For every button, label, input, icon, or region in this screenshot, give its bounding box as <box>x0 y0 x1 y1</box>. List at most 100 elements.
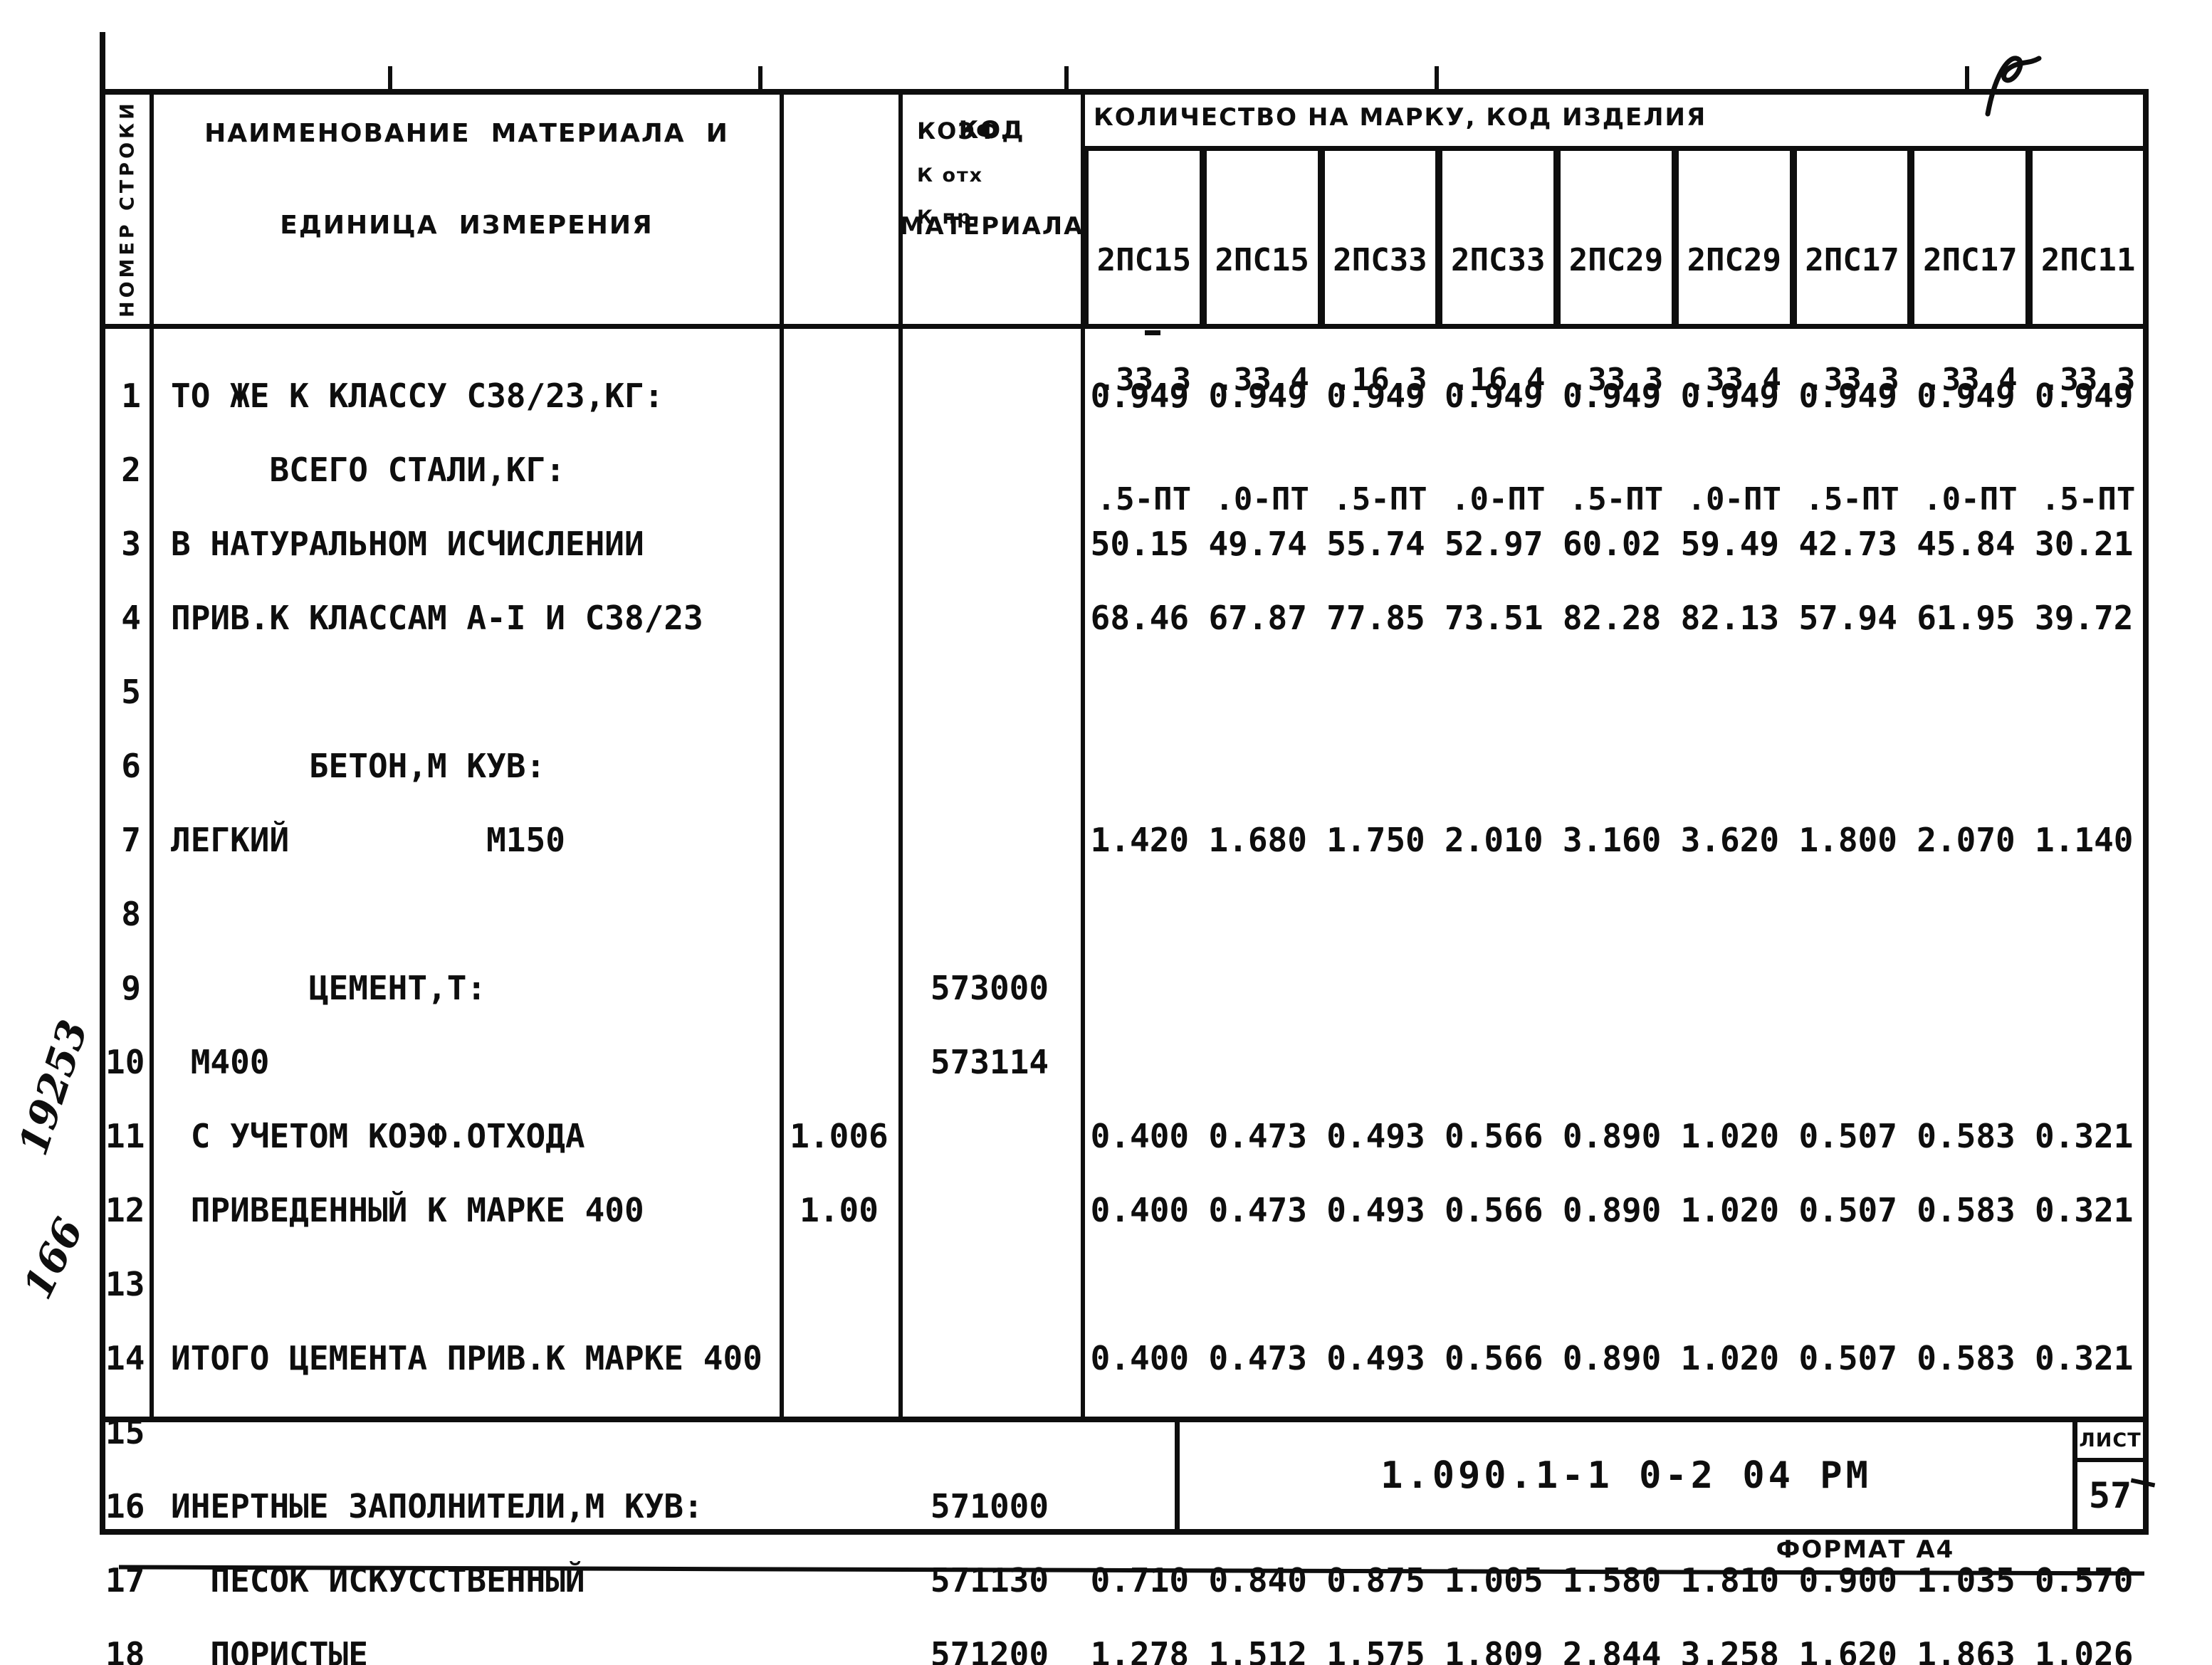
material-name-cell <box>150 1268 780 1301</box>
table-body: 1 ТО ЖЕ К КЛАССУ С38/23,КГ: 0.949 0.949 … <box>105 324 2143 1665</box>
table-row: 5 <box>105 676 2143 709</box>
product-mark-line1: 2ПС17 <box>1805 242 1899 278</box>
sheet-cell-divider <box>2072 1420 2077 1533</box>
table-row: 12 ПРИВЕДЕННЫЙ К МАРКЕ 400 1.00 0.400 0.… <box>105 1194 2143 1227</box>
table-row: 3 В НАТУРАЛЬНОМ ИСЧИСЛЕНИИ 50.15 49.74 5… <box>105 527 2143 561</box>
row-number-cell: 9 <box>121 969 141 1007</box>
product-mark-line1: 2ПС29 <box>1687 242 1782 278</box>
qty-value-cell <box>1081 676 1199 709</box>
product-mark-line1: 2ПС33 <box>1451 242 1546 278</box>
qty-value-cell: 0.875 <box>1326 1561 1425 1600</box>
qty-value-cell <box>2025 972 2143 1005</box>
qty-value-cell: 0.949 <box>1326 377 1425 415</box>
material-code-cell: 573000 <box>930 969 1049 1007</box>
product-mark-line1: 2ПС11 <box>2040 242 2136 278</box>
row-number-cell: 18 <box>105 1635 145 1665</box>
qty-value-cell <box>1907 453 2025 487</box>
qty-value-cell <box>1081 898 1199 931</box>
material-name-cell <box>150 898 780 931</box>
qty-value-cell: 0.570 <box>2035 1561 2134 1600</box>
qty-value-cell <box>1907 898 2025 931</box>
qty-value-cell: 1.140 <box>2035 821 2134 859</box>
table-row: 6 БЕТОН,М КУВ: <box>105 750 2143 783</box>
qty-value-cell <box>1553 972 1671 1005</box>
product-mark-header-cell: 2ПС11 .33.3 .5-ПТ <box>2029 151 2148 518</box>
qty-value-cell: 82.28 <box>1562 599 1662 637</box>
material-code-cell <box>898 1268 1081 1301</box>
product-mark-header-cell: 2ПС33 .16.3 .5-ПТ <box>1321 151 1440 518</box>
qty-value-cell: 2.070 <box>1917 821 2016 859</box>
product-mark-line2: .33.3 <box>1096 362 1192 398</box>
qty-value-cell: 0.321 <box>2035 1191 2134 1229</box>
qty-value-cell: 1.005 <box>1445 1561 1543 1600</box>
qty-value-cell: 49.74 <box>1208 525 1307 563</box>
material-code-cell: 571130 <box>930 1561 1049 1600</box>
qty-value-cell <box>1317 898 1435 931</box>
title-block-divider <box>1175 1420 1180 1533</box>
qty-value-cell: 0.949 <box>1090 377 1190 415</box>
qty-value-cell: 0.473 <box>1208 1191 1307 1229</box>
qty-value-cell: 0.949 <box>2035 377 2134 415</box>
product-mark-header-cell: 2ПС33 .16.4 .0-ПТ <box>1439 151 1558 518</box>
qty-value-cell <box>2025 676 2143 709</box>
qty-value-cell <box>1081 972 1199 1005</box>
sheet-label-underline <box>2072 1458 2149 1462</box>
material-code-cell <box>898 824 1081 857</box>
koef-cell <box>780 1268 898 1301</box>
product-mark-header-cell: 2ПС17 .33.3 .5-ПТ <box>1793 151 1912 518</box>
qty-value-cell: 1.800 <box>1798 821 1897 859</box>
registration-tick <box>1965 66 1969 90</box>
row-number-column-header: НОМЕР СТРОКИ <box>116 100 139 318</box>
table-bottom-border <box>100 1417 2149 1422</box>
qty-value-cell <box>1435 453 1553 487</box>
product-mark-line3: .5-ПТ <box>1568 481 1664 518</box>
qty-value-cell <box>1907 1268 2025 1301</box>
qty-value-cell: 0.507 <box>1798 1339 1897 1377</box>
qty-value-cell <box>1671 1046 1789 1079</box>
code-column-header: КОД МАТЕРИАЛА <box>900 89 1083 324</box>
koef-cell <box>780 1046 898 1079</box>
paper-format-label: ФОРМАТ А4 <box>1776 1535 1955 1564</box>
material-code-cell <box>898 676 1081 709</box>
koef-cell: 1.006 <box>790 1117 889 1155</box>
product-mark-line3: .0-ПТ <box>1215 481 1309 518</box>
koef-header-k-otx: К отх <box>917 164 984 187</box>
material-name-cell: ПОРИСТЫЕ <box>171 1635 368 1665</box>
qty-value-cell: 0.890 <box>1562 1117 1662 1155</box>
qty-value-cell <box>1199 676 1317 709</box>
koef-cell <box>780 750 898 783</box>
table-header-bottom-border <box>100 324 2149 329</box>
qty-value-cell: 0.321 <box>2035 1117 2134 1155</box>
qty-value-cell <box>1435 898 1553 931</box>
material-code-cell <box>898 379 1081 413</box>
qty-value-cell <box>1907 676 2025 709</box>
qty-value-cell: 0.493 <box>1326 1117 1425 1155</box>
qty-value-cell: 1.863 <box>1917 1635 2016 1665</box>
qty-value-cell <box>1553 898 1671 931</box>
qty-value-cell <box>1553 676 1671 709</box>
material-name-header-line1: НАИМЕНОВАНИЕ МАТЕРИАЛА И <box>204 119 729 148</box>
registration-tick <box>758 66 762 90</box>
qty-value-cell: 2.010 <box>1445 821 1543 859</box>
product-mark-line2: .33.4 <box>1215 362 1309 398</box>
qty-value-cell: 0.583 <box>1917 1191 2016 1229</box>
material-name-cell <box>150 1416 780 1449</box>
qty-value-cell <box>2025 898 2143 931</box>
koef-cell <box>780 676 898 709</box>
table-row: 14 ИТОГО ЦЕМЕНТА ПРИВ.К МАРКЕ 400 0.400 … <box>105 1342 2143 1375</box>
qty-value-cell: 0.507 <box>1798 1191 1897 1229</box>
qty-value-cell <box>1081 453 1199 487</box>
qty-value-cell <box>2025 453 2143 487</box>
product-mark-line3: .5-ПТ <box>1333 481 1427 518</box>
qty-value-cell: 77.85 <box>1326 599 1425 637</box>
qty-value-cell <box>2025 1046 2143 1079</box>
row-number-cell: 2 <box>121 451 141 489</box>
qty-value-cell <box>1317 1268 1435 1301</box>
qty-value-cell: 0.473 <box>1208 1339 1307 1377</box>
table-row: 11 С УЧЕТОМ КОЭФ.ОТХОДА 1.006 0.400 0.47… <box>105 1120 2143 1153</box>
table-row: 18 ПОРИСТЫЕ 571200 1.278 1.512 1.575 1.8… <box>105 1638 2143 1665</box>
qty-value-cell: 0.949 <box>1445 377 1543 415</box>
qty-value-cell <box>1081 1046 1199 1079</box>
material-name-cell: ВСЕГО СТАЛИ,КГ: <box>171 451 565 489</box>
qty-value-cell: 52.97 <box>1445 525 1543 563</box>
